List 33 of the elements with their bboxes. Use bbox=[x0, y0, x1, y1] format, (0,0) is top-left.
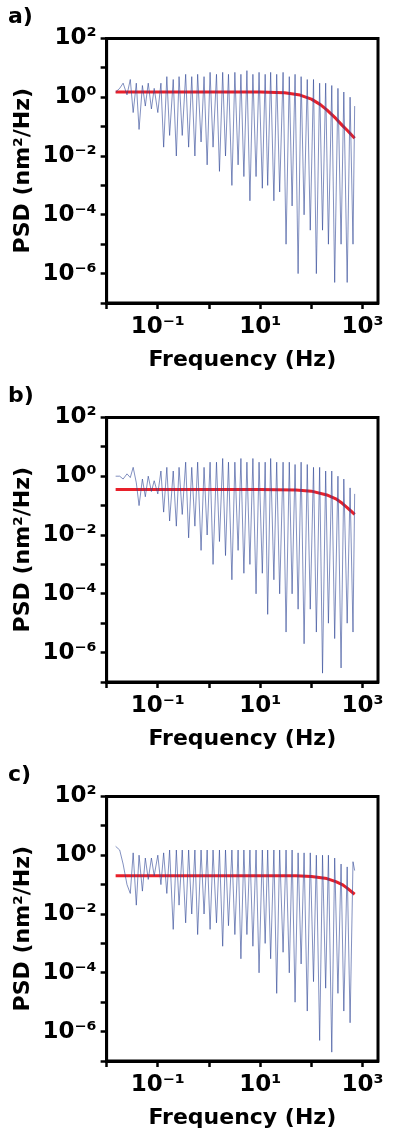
y-axis-title: PSD (nm²/Hz) bbox=[8, 87, 34, 254]
y-axis-title: PSD (nm²/Hz) bbox=[8, 466, 34, 633]
y-tick-label: 10⁻² bbox=[42, 519, 97, 546]
x-tick-label: 10⁻¹ bbox=[130, 1069, 185, 1096]
x-axis-title: Frequency (Hz) bbox=[148, 345, 337, 371]
chart-title: b) bbox=[8, 381, 34, 407]
x-tick-label: 10³ bbox=[341, 311, 384, 338]
chart-title: c) bbox=[8, 760, 32, 786]
y-tick-label: 10⁻² bbox=[42, 140, 97, 167]
x-tick-label: 10¹ bbox=[239, 1069, 282, 1096]
x-tick-label: 10¹ bbox=[239, 311, 282, 338]
x-tick-label: 10³ bbox=[341, 1069, 384, 1096]
y-tick-label: 10² bbox=[54, 23, 97, 50]
y-tick-label: 10⁻⁴ bbox=[42, 578, 97, 605]
y-tick-label: 10⁻² bbox=[42, 898, 97, 925]
x-tick-label: 10³ bbox=[341, 690, 384, 717]
x-axis-title: Frequency (Hz) bbox=[148, 724, 337, 750]
y-tick-label: 10⁰ bbox=[54, 82, 97, 109]
x-tick-label: 10¹ bbox=[239, 690, 282, 717]
y-tick-label: 10⁰ bbox=[54, 461, 97, 488]
y-tick-label: 10⁰ bbox=[54, 840, 97, 867]
y-tick-label: 10⁻⁴ bbox=[42, 957, 97, 984]
y-tick-label: 10⁻⁶ bbox=[42, 258, 97, 285]
y-tick-label: 10² bbox=[54, 781, 97, 808]
y-tick-label: 10⁻⁶ bbox=[42, 1016, 97, 1043]
y-tick-label: 10⁻⁶ bbox=[42, 637, 97, 664]
x-axis-title: Frequency (Hz) bbox=[148, 1103, 337, 1129]
x-tick-label: 10⁻¹ bbox=[130, 690, 185, 717]
y-tick-label: 10² bbox=[54, 402, 97, 429]
y-axis-title: PSD (nm²/Hz) bbox=[8, 845, 34, 1012]
x-tick-label: 10⁻¹ bbox=[130, 311, 185, 338]
y-tick-label: 10⁻⁴ bbox=[42, 199, 97, 226]
chart-title: a) bbox=[8, 2, 33, 28]
